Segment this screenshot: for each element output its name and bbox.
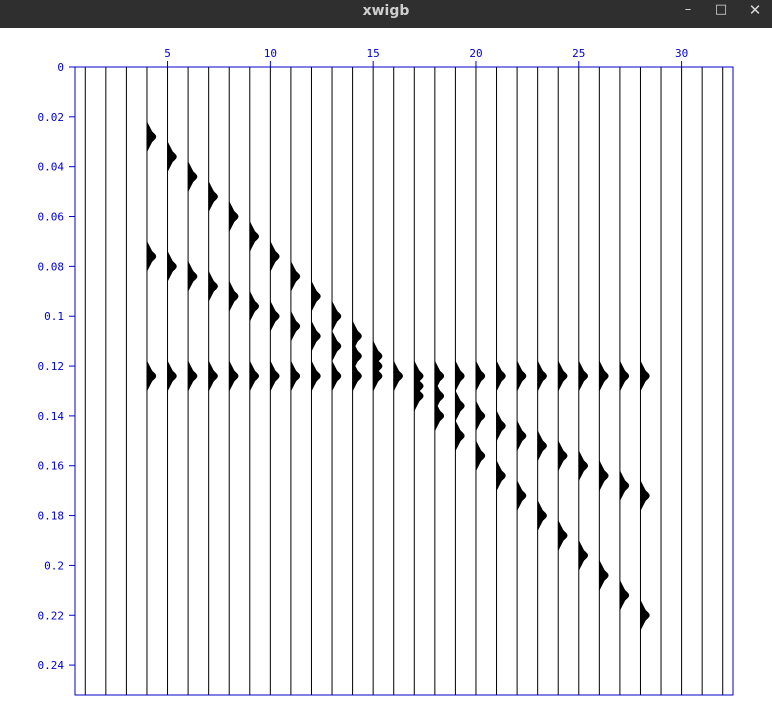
wavelet-s3-t8 [228, 360, 239, 392]
wavelet-s1-t7 [208, 181, 218, 212]
wavelet-s5-t23 [537, 500, 547, 531]
title-bar[interactable]: xwigb – □ ✕ [0, 0, 772, 28]
wavelet-s1-t11 [290, 261, 301, 292]
x-axis-ticks: 5 10 15 20 25 30 [164, 47, 688, 67]
wavelet-s1-t5 [167, 141, 177, 172]
y-tick-label-0: 0 [57, 61, 64, 74]
y-tick-label-0.04: 0.04 [38, 161, 65, 174]
wavelet-s5-t25 [578, 540, 589, 571]
wavelet-s3-t9 [249, 360, 260, 392]
wavelet-s5-t27 [619, 580, 630, 611]
maximize-button[interactable]: □ [714, 2, 728, 17]
wavelet-s4-t22 [516, 420, 527, 452]
wavelet-s2-t10 [270, 300, 280, 332]
x-tick-label-15: 15 [367, 47, 380, 60]
wavelet-s2-t7 [208, 271, 218, 302]
wavelet-s3-t25 [578, 360, 589, 392]
x-tick-label-30: 30 [675, 47, 688, 60]
wavelet-s3-t20 [475, 360, 486, 392]
wavelet-s5-t26 [599, 560, 609, 591]
wavelet-s1-t4 [146, 121, 157, 152]
wavelet-s4-t28 [640, 480, 650, 511]
plot-frame [74, 66, 734, 696]
wavelet-s4-t26 [599, 460, 609, 491]
wavelet-s2-t11 [290, 310, 301, 342]
x-tick-label-10: 10 [264, 47, 277, 60]
wavelet-s3-t24 [557, 360, 568, 392]
wavelet-s2-t5 [167, 251, 177, 282]
wavelet-s3-t22 [516, 360, 527, 392]
wavelet-s5-t20 [475, 440, 486, 471]
wavelet-s2-t6 [187, 261, 198, 292]
wavelet-s4-t19 [455, 390, 465, 422]
wavelet-s3-t28 [640, 360, 650, 392]
wavelet-s3-t19 [455, 360, 465, 392]
wavelet-s1-t12 [311, 281, 321, 312]
wavelet-s1-t8 [228, 201, 239, 232]
wavelet-s3-t11 [290, 360, 301, 392]
wavelet-s4-t24 [557, 440, 568, 471]
wavelet-s5-t28 [640, 600, 650, 631]
y-tick-label-0.06: 0.06 [38, 211, 65, 224]
wavelet-s3-t27 [619, 360, 630, 392]
wavelet-s3-t21 [496, 360, 506, 392]
wavelet-s3-t14 [352, 360, 362, 392]
wavelet-s5-t21 [496, 460, 506, 491]
y-tick-label-0.16: 0.16 [38, 460, 65, 473]
y-tick-label-0.22: 0.22 [38, 609, 65, 622]
wavelet-s3-t23 [537, 360, 547, 392]
wavelet-s3-t13 [331, 360, 342, 392]
y-tick-label-0.02: 0.02 [38, 111, 65, 124]
wavelet-s4-t25 [578, 450, 589, 481]
wavelet-s3-t5 [167, 360, 177, 392]
wavelet-s3-t10 [270, 360, 280, 392]
wavelet-s2-t12 [311, 320, 321, 352]
y-tick-label-0.14: 0.14 [38, 410, 65, 423]
wavelet-s5-t24 [557, 520, 568, 551]
wavelet-s1-t6 [187, 161, 198, 192]
y-axis-ticks: 0 0.02 0.04 0.06 0.08 0.1 0.12 0.14 0.16 0.18 0.2 0… [38, 61, 75, 672]
wavelet-s5-t17 [414, 380, 424, 412]
wavelet-s1-t9 [249, 221, 260, 252]
wavelet-s3-t15 [372, 360, 383, 392]
minimize-button[interactable]: – [684, 2, 692, 17]
wavelet-s3-t12 [311, 360, 321, 392]
wavelet-s2-t9 [249, 291, 260, 322]
y-tick-label-0.18: 0.18 [38, 510, 65, 523]
wavelet-s4-t20 [475, 400, 486, 432]
wavelet-s2-t13 [331, 330, 342, 362]
wavelet-fills [146, 121, 650, 631]
trace-lines [84, 67, 724, 695]
x-tick-label-25: 25 [572, 47, 585, 60]
wavelet-s3-t4 [146, 360, 157, 392]
wavelet-s5-t18 [434, 400, 445, 432]
y-tick-label-0.12: 0.12 [38, 360, 65, 373]
wavelet-s2-t8 [228, 281, 239, 312]
y-tick-label-0.24: 0.24 [38, 659, 65, 672]
y-tick-label-0.08: 0.08 [38, 260, 65, 273]
wavelet-s3-t6 [187, 360, 198, 392]
wavelet-s5-t22 [516, 480, 527, 511]
y-tick-label-0.1: 0.1 [44, 310, 64, 323]
wavelet-s1-t10 [270, 241, 280, 272]
wavelet-s4-t21 [496, 410, 506, 442]
wavelet-s2-t4 [146, 241, 157, 272]
x-tick-label-5: 5 [164, 47, 171, 60]
wavelet-s5-t19 [455, 420, 465, 452]
window-title: xwigb [362, 3, 410, 19]
wavelet-s4-t27 [619, 470, 630, 501]
wavelet-s3-t26 [599, 360, 609, 392]
wavelet-s4-t23 [537, 430, 547, 462]
y-tick-label-0.2: 0.2 [44, 559, 64, 572]
x-tick-label-20: 20 [469, 47, 482, 60]
wavelet-s3-t7 [208, 360, 218, 392]
close-button[interactable]: ✕ [748, 1, 762, 19]
wavelet-s3-t16 [393, 360, 403, 392]
wavelet-s1-t13 [331, 300, 342, 332]
wiggle-plot[interactable]: 5 10 15 20 25 30 0 0.02 0.04 0.06 0.08 0.1 0.12 0.14… [0, 28, 772, 725]
